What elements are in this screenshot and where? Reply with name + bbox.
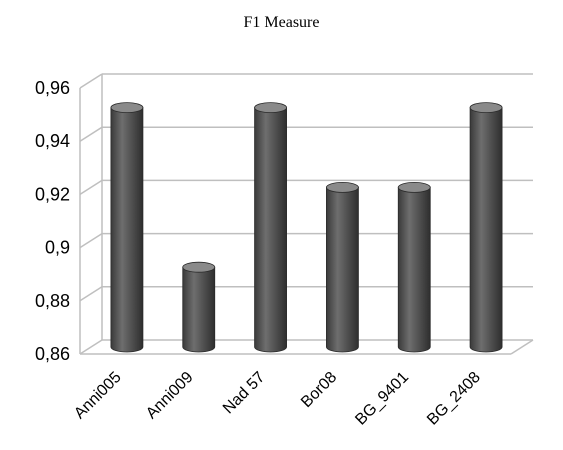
bar: [326, 181, 359, 353]
bar: [397, 181, 431, 353]
y-axis-ticks: 0,86 0,88 0,9 0,92 0,94 0,96: [35, 78, 70, 364]
x-tick-label: Anni009: [143, 369, 197, 423]
gridline-diagonal: [79, 339, 103, 355]
bar-body: [469, 107, 503, 353]
y-tick-label: 0,9: [45, 238, 70, 258]
bar-body: [110, 107, 144, 353]
gridline-diagonal: [79, 126, 103, 142]
y-tick-label: 0,88: [35, 291, 70, 311]
y-tick-label: 0,86: [35, 344, 70, 364]
bar-body: [254, 107, 287, 353]
bar: [254, 102, 287, 353]
x-tick-label: BG_2408: [424, 369, 484, 429]
y-tick-label: 0,94: [35, 131, 70, 151]
bar-top: [182, 261, 216, 273]
gridline-diagonal: [79, 232, 103, 249]
x-tick-label: BG_9401: [352, 369, 412, 429]
bar-top: [326, 181, 359, 193]
gridline-diagonal: [79, 286, 103, 302]
bar-top: [254, 102, 287, 113]
chart-title: F1 Measure: [243, 14, 320, 31]
bar-top: [397, 181, 431, 193]
floor-right-edge: [510, 339, 534, 355]
gridlines: [79, 73, 533, 355]
bar-body: [397, 187, 431, 353]
gridline-diagonal: [79, 179, 103, 196]
bar: [469, 102, 503, 353]
y-tick-label: 0,96: [35, 78, 70, 98]
gridline-diagonal: [79, 73, 103, 89]
bar: [110, 102, 144, 353]
bar-top: [110, 102, 144, 113]
x-axis-labels: Anni005 Anni009 Nad 57 Bor08 BG_9401 BG_2408: [71, 369, 484, 429]
chart-walls: [79, 74, 534, 355]
x-tick-label: Nad 57: [220, 369, 269, 418]
y-tick-label: 0,92: [35, 184, 70, 204]
bars: [110, 102, 503, 353]
x-tick-label: Bor08: [298, 369, 340, 411]
x-tick-label: Anni005: [71, 369, 125, 423]
bar: [182, 261, 216, 353]
bar-top: [469, 102, 503, 113]
bar-body: [326, 187, 359, 353]
bar-body: [182, 266, 216, 353]
